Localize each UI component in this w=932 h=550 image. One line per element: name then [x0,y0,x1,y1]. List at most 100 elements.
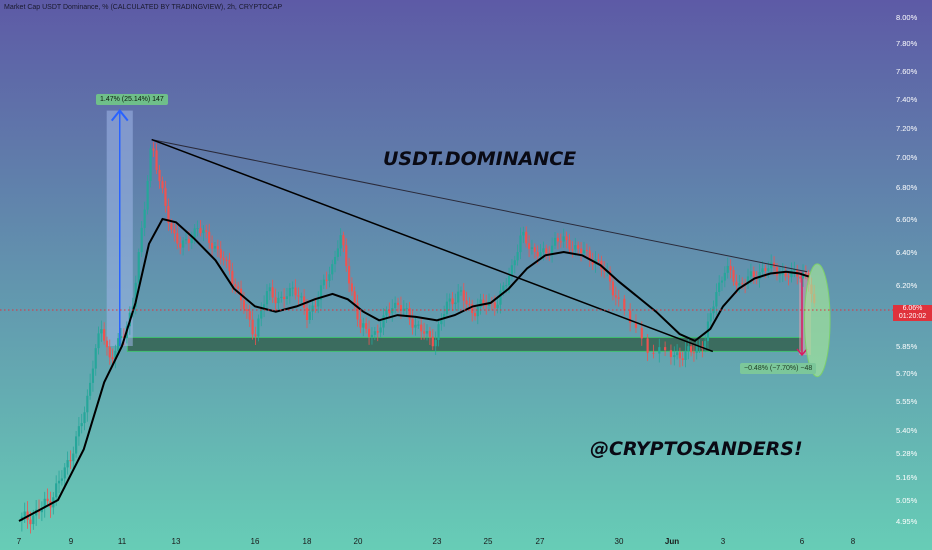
candle-body [89,382,92,396]
chart-header-title: Market Cap USDT Dominance, % (CALCULATED… [4,4,283,11]
symbol-watermark: USDT.DOMINANCE [383,148,577,170]
candle-body [117,338,120,351]
candle-body [254,334,257,337]
candle-body [155,150,158,170]
candle-body [114,350,117,360]
candle-body [219,249,222,258]
candle-body [222,257,225,260]
candle-body [704,341,707,349]
candle-body [100,329,103,334]
candle-body [414,324,417,328]
candle-body [385,310,388,316]
candle-body [331,264,334,275]
candle-body [692,352,696,354]
y-tick-label: 5.55% [896,397,918,406]
candle-body [568,240,571,250]
candle-body [146,180,149,210]
candle-body [510,265,514,277]
trendline-1 [151,139,808,273]
candle-body [339,235,342,249]
candle-body [391,308,394,314]
candle-body [434,339,437,347]
candle-body [75,436,78,454]
candle-body [519,235,522,253]
candle-body [314,305,317,307]
candle-body [420,324,423,332]
candle-body [658,347,661,354]
candle-body [741,283,744,285]
candle-body [119,336,123,339]
candle-body [285,296,289,300]
candle-body [678,352,682,359]
y-tick-label: 5.28% [896,449,918,458]
candle-body [303,296,306,308]
candle-body [422,331,426,334]
candle-body [749,271,753,277]
support-zone [126,336,803,352]
candle-body [479,299,482,308]
y-tick-label: 5.85% [896,342,918,351]
candle-body [597,259,600,261]
candle-body [362,323,365,328]
candle-body [193,228,196,238]
y-tick-label: 6.20% [896,281,918,290]
candle-body [640,327,643,339]
candle-body [726,265,729,273]
candle-body [720,280,724,283]
candle-body [608,270,612,282]
candle-body [629,310,632,323]
candle-body [405,308,408,310]
candle-body [804,272,807,274]
candle-body [379,327,382,333]
candle-body [676,352,679,356]
candle-body [359,319,362,328]
candle-body [496,304,499,309]
x-tick-label: 9 [69,537,74,546]
candle-body [333,256,337,265]
candle-body [69,460,72,462]
candle-body [468,304,471,306]
candle-body [652,352,655,354]
candle-body [347,266,351,284]
candle-body [342,235,345,246]
measure-up-arrow-icon [110,108,129,122]
candle-body [86,395,89,413]
candle-body [43,498,46,508]
candle-body [784,271,787,277]
candle-body [77,426,81,437]
candle-body [140,227,143,253]
candle-body [735,281,738,286]
y-tick-label: 5.40% [896,426,918,435]
candle-body [251,319,254,335]
candle-body [752,271,755,277]
candle-body [72,453,75,462]
candle-body [758,271,761,280]
candle-body [228,260,231,271]
candles [20,141,816,534]
candle-body [507,276,511,286]
candle-body [325,279,328,281]
candle-body [646,338,649,353]
candle-body [471,304,474,314]
candle-body [513,260,516,266]
candle-body [559,241,562,243]
candle-body [46,498,49,502]
candle-body [373,331,376,335]
candle-body [23,511,26,517]
candle-body [263,304,266,310]
candle-body [277,297,280,304]
candle-body [32,515,35,525]
candle-body [265,291,269,305]
candle-body [431,336,434,347]
candle-body [394,302,397,309]
candle-body [187,239,191,244]
candle-body [502,285,505,291]
candle-body [288,288,291,297]
candle-body [161,181,164,189]
moving-average-line [18,217,810,522]
x-tick-label: 25 [484,537,493,546]
measure-down-label: −0.48% (−7.70%) −48 [740,363,817,374]
candle-body [97,333,100,349]
